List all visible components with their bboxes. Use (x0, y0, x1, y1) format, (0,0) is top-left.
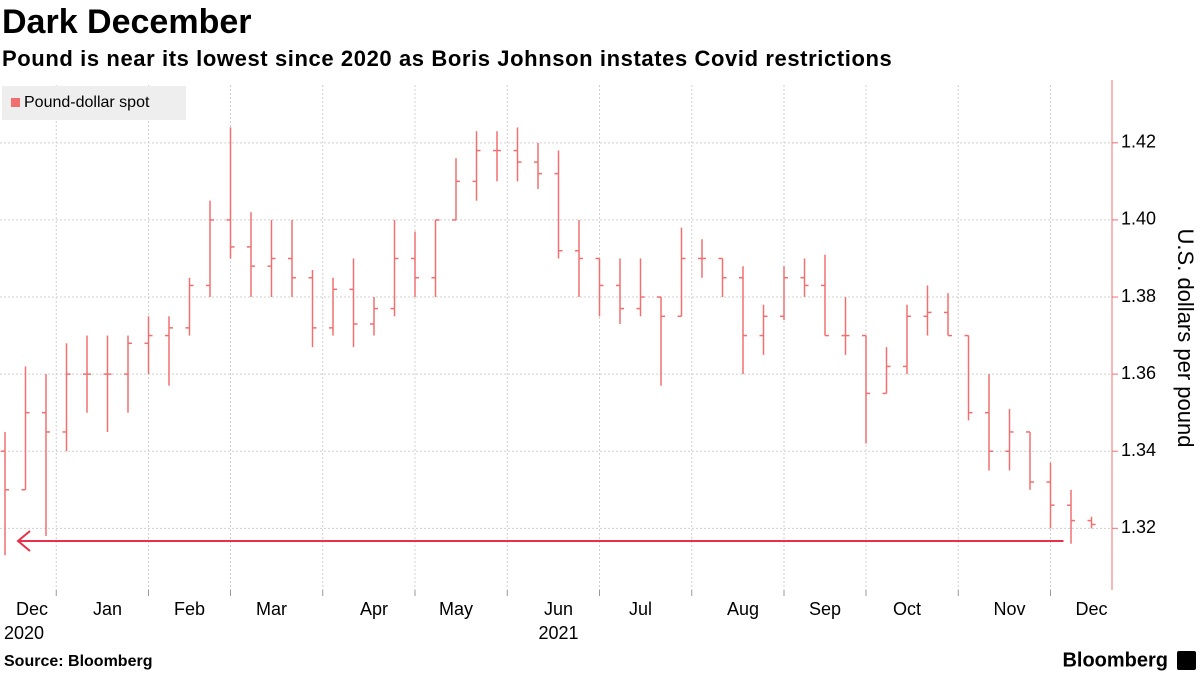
x-tick-label: Aug (727, 599, 759, 619)
x-tick-label: Jun (544, 599, 573, 619)
y-tick-label: 1.36 (1121, 363, 1156, 383)
legend-swatch (11, 98, 20, 107)
legend-box (2, 86, 186, 120)
y-tick-label: 1.32 (1121, 517, 1156, 537)
y-axis-label: U.S. dollars per pound (1173, 229, 1198, 448)
y-tick-label: 1.40 (1121, 209, 1156, 229)
x-tick-label: Jul (629, 599, 652, 619)
brand-icon (1177, 651, 1196, 670)
source: Source: Bloomberg (4, 653, 152, 670)
x-tick-label: Oct (893, 599, 921, 619)
y-tick-label: 1.42 (1121, 132, 1156, 152)
chart-subtitle: Pound is near its lowest since 2020 as B… (2, 46, 892, 71)
x-tick-label: May (439, 599, 473, 619)
x-tick-label: Jan (93, 599, 122, 619)
x-year-label: 2020 (4, 623, 44, 643)
arrow-head (16, 530, 31, 552)
x-tick-label: Sep (809, 599, 841, 619)
x-tick-label: Apr (360, 599, 388, 619)
y-tick-label: 1.34 (1121, 440, 1156, 460)
x-tick-label: Dec (1075, 599, 1107, 619)
y-tick-label: 1.38 (1121, 286, 1156, 306)
legend-label: Pound-dollar spot (24, 94, 150, 111)
x-tick-label: Mar (256, 599, 287, 619)
chart-title: Dark December (2, 3, 251, 41)
x-tick-label: Dec (16, 599, 48, 619)
x-tick-label: Nov (993, 599, 1025, 619)
x-year-label: 2021 (538, 623, 578, 643)
brand: Bloomberg (1062, 649, 1168, 671)
x-tick-label: Feb (174, 599, 205, 619)
